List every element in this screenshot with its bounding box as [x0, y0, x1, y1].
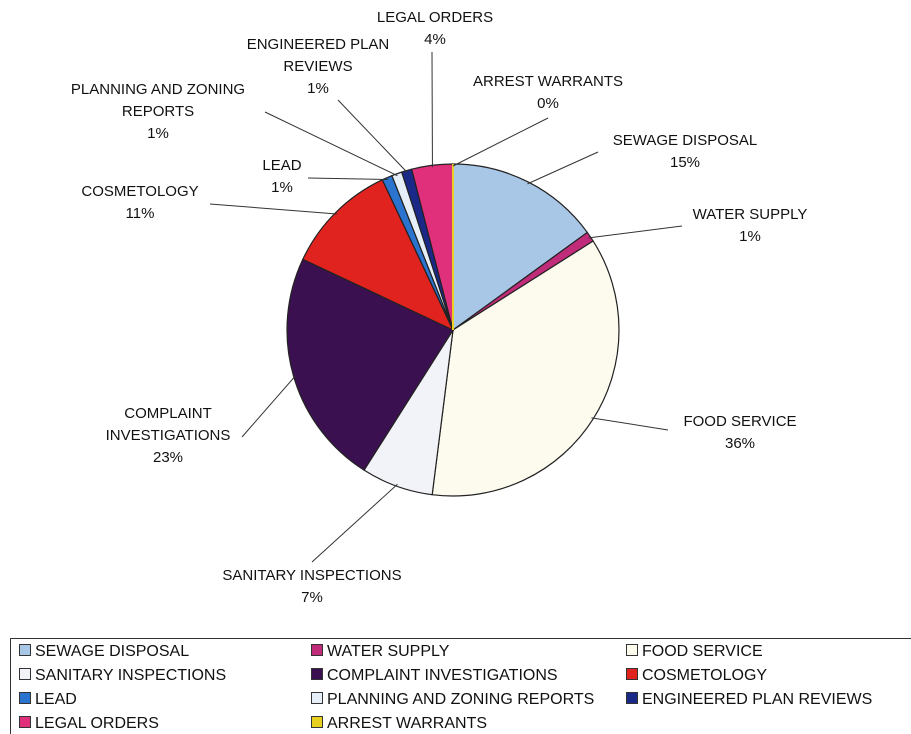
legend-label: ARREST WARRANTS	[327, 715, 488, 732]
slice-name: ARREST WARRANTS	[472, 73, 623, 90]
slice-name: ENGINEERED PLAN REVIEWS	[246, 36, 390, 75]
legend-item: PLANNING AND ZONING REPORTS	[311, 691, 594, 709]
slice-label: ENGINEERED PLAN REVIEWS 1%	[231, 34, 406, 100]
legend-label: SANITARY INSPECTIONS	[35, 667, 227, 684]
legend-swatch	[311, 644, 323, 656]
legend-item: COMPLAINT INVESTIGATIONS	[311, 667, 558, 685]
pie-slice	[431, 240, 620, 497]
slice-label: COSMETOLOGY 11%	[40, 181, 240, 225]
slice-name: COSMETOLOGY	[81, 183, 199, 200]
legend-item: SEWAGE DISPOSAL	[19, 643, 189, 661]
leader-line	[311, 483, 398, 563]
pie-slice	[452, 163, 589, 332]
legend-item: ARREST WARRANTS	[311, 715, 487, 733]
slice-name: LEGAL ORDERS	[376, 9, 494, 26]
slice-label: FOOD SERVICE 36%	[640, 411, 840, 455]
slice-percent: 1%	[739, 228, 761, 245]
legend-swatch	[19, 692, 31, 704]
slice-label: LEAD 1%	[232, 155, 332, 199]
leader-line	[591, 417, 669, 431]
legend-label: SEWAGE DISPOSAL	[35, 643, 190, 660]
legend-label: WATER SUPPLY	[327, 643, 450, 660]
slice-name: PLANNING AND ZONING REPORTS	[70, 81, 246, 120]
legend-swatch	[626, 644, 638, 656]
slice-label: COMPLAINT INVESTIGATIONS 23%	[93, 403, 243, 469]
slice-name: LEAD	[262, 157, 302, 174]
legend-item: WATER SUPPLY	[311, 643, 449, 661]
leader-line	[337, 99, 408, 173]
legend-swatch	[311, 668, 323, 680]
leader-line	[527, 151, 599, 185]
legend-label: COMPLAINT INVESTIGATIONS	[327, 667, 558, 684]
legend-label: ENGINEERED PLAN REVIEWS	[642, 691, 873, 708]
legend-swatch	[19, 668, 31, 680]
slice-percent: 4%	[424, 31, 446, 48]
legend-swatch	[311, 692, 323, 704]
pie-slice	[302, 179, 455, 332]
legend-label: LEGAL ORDERS	[35, 715, 159, 732]
legend-item: LEGAL ORDERS	[19, 715, 159, 733]
slice-label: PLANNING AND ZONING REPORTS 1%	[51, 79, 266, 145]
legend-label: LEAD	[35, 691, 77, 708]
slice-percent: 1%	[147, 125, 169, 142]
leader-line	[209, 203, 338, 215]
slice-percent: 7%	[301, 589, 323, 606]
slice-percent: 1%	[271, 179, 293, 196]
legend-label: FOOD SERVICE	[642, 643, 763, 660]
legend-swatch	[19, 644, 31, 656]
leader-line	[307, 177, 388, 180]
legend-label: PLANNING AND ZONING REPORTS	[327, 691, 595, 708]
legend-label: COSMETOLOGY	[642, 667, 768, 684]
legend-swatch	[626, 692, 638, 704]
slice-name: SANITARY INSPECTIONS	[222, 567, 402, 584]
leader-line	[452, 117, 549, 167]
legend-item: COSMETOLOGY	[626, 667, 767, 685]
slice-name: WATER SUPPLY	[692, 206, 808, 223]
slice-name: COMPLAINT INVESTIGATIONS	[105, 405, 231, 444]
slice-percent: 15%	[669, 154, 701, 171]
leader-line	[241, 375, 296, 438]
slice-percent: 1%	[307, 80, 329, 97]
slice-percent: 23%	[152, 449, 184, 466]
slice-label: LEGAL ORDERS 4%	[335, 7, 535, 51]
legend-item: ENGINEERED PLAN REVIEWS	[626, 691, 872, 709]
slice-percent: 0%	[537, 95, 559, 112]
slice-name: SEWAGE DISPOSAL	[612, 132, 758, 149]
slice-label: SEWAGE DISPOSAL 15%	[585, 130, 785, 174]
pie-slice	[286, 258, 454, 471]
slice-percent: 11%	[125, 205, 155, 222]
legend-swatch	[626, 668, 638, 680]
legend-item: SANITARY INSPECTIONS	[19, 667, 226, 685]
legend: SEWAGE DISPOSAL WATER SUPPLY FOOD SERVICE S…	[10, 638, 911, 734]
legend-item: FOOD SERVICE	[626, 643, 763, 661]
slice-label: ARREST WARRANTS 0%	[448, 71, 648, 115]
legend-swatch	[19, 716, 31, 728]
slice-percent: 36%	[724, 435, 756, 452]
leader-line	[588, 225, 683, 239]
slice-label: WATER SUPPLY 1%	[650, 204, 850, 248]
legend-swatch	[311, 716, 323, 728]
slice-name: FOOD SERVICE	[683, 413, 797, 430]
slice-label: SANITARY INSPECTIONS 7%	[182, 565, 442, 609]
chart	[209, 51, 683, 563]
leader-line	[264, 111, 398, 177]
legend-item: LEAD	[19, 691, 77, 709]
